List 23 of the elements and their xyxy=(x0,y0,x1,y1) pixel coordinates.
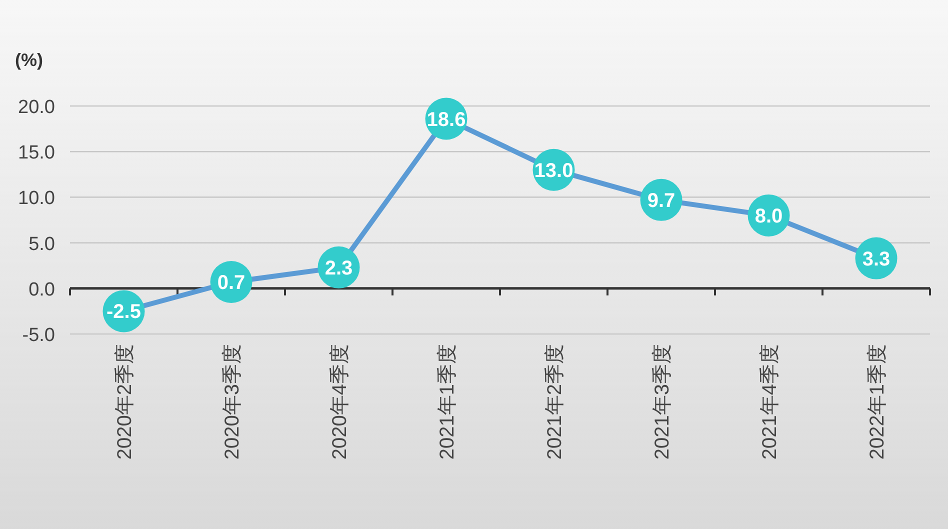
x-tick-label: 2021年1季度 xyxy=(436,344,458,460)
x-tick-label: 2021年4季度 xyxy=(758,344,781,460)
x-tick-label: 2021年3季度 xyxy=(651,344,674,460)
y-tick-label: -5.0 xyxy=(22,325,55,346)
x-tick-label: 2020年3季度 xyxy=(221,344,244,460)
data-label: 3.3 xyxy=(862,248,890,270)
data-label: 2.3 xyxy=(324,257,353,280)
y-tick-label: 15.0 xyxy=(18,142,55,164)
x-tick-label: 2020年4季度 xyxy=(328,344,351,460)
data-label: 18.6 xyxy=(426,108,466,131)
y-tick-label: 20.0 xyxy=(18,97,55,118)
y-tick-label: 0.0 xyxy=(28,279,55,300)
y-tick-label: 10.0 xyxy=(18,188,55,210)
x-tick-label: 2020年2季度 xyxy=(114,344,136,460)
x-tick-label: 2022年1季度 xyxy=(866,344,888,460)
data-label: 9.7 xyxy=(647,190,676,212)
data-label: -2.5 xyxy=(106,301,141,324)
x-tick-label: 2021年2季度 xyxy=(544,344,566,460)
data-label: 8.0 xyxy=(754,205,783,228)
data-label: 0.7 xyxy=(217,272,246,294)
y-axis-title: (%) xyxy=(15,50,43,70)
y-tick-label: 5.0 xyxy=(28,234,55,255)
data-label: 13.0 xyxy=(534,160,574,182)
